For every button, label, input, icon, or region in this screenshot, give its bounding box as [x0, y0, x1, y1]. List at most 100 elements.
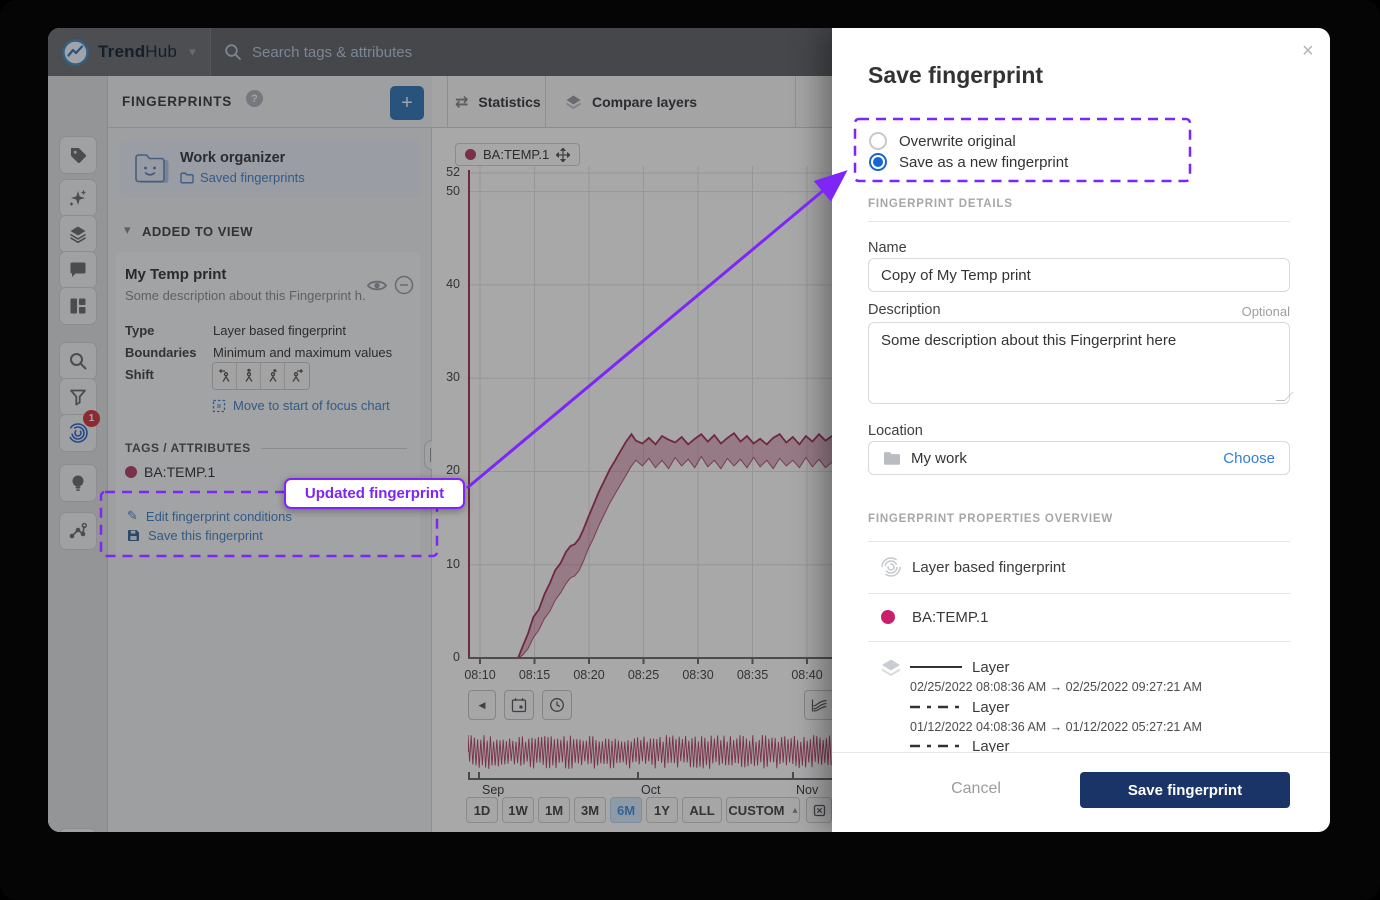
sidebar-item-context[interactable] — [59, 512, 97, 550]
fingerprint-outline-icon — [881, 557, 901, 577]
help-icon[interactable]: ? — [246, 90, 263, 107]
shift-right-button[interactable] — [285, 363, 309, 389]
layer-label: Layer — [972, 659, 1010, 676]
graph-nodes-icon — [69, 522, 87, 539]
saved-fingerprints-link[interactable]: Saved fingerprints — [180, 170, 305, 185]
annotation-tooltip: Updated fingerprint — [284, 478, 465, 509]
y-tick-label: 30 — [446, 370, 460, 385]
section-collapse-caret[interactable]: ▾ — [124, 222, 131, 237]
range-3m-button[interactable]: 3M — [574, 797, 606, 823]
tab-compare-layers[interactable]: Compare layers — [565, 76, 697, 128]
radio-overwrite-original[interactable]: Overwrite original — [869, 132, 1016, 150]
radio-checked-icon[interactable] — [869, 153, 887, 171]
chart-toolbar — [432, 76, 832, 128]
sidebar-item-insights[interactable] — [59, 464, 97, 502]
comment-icon — [70, 262, 86, 277]
timeline-axis — [468, 778, 832, 780]
folder-smiley-icon — [135, 154, 169, 183]
description-field[interactable]: Some description about this Fingerprint … — [868, 322, 1290, 404]
save-fingerprint-modal: × Save fingerprint Overwrite original Sa… — [832, 28, 1330, 832]
timeline-tick — [468, 772, 470, 780]
brand[interactable]: TrendHub ▾ — [48, 28, 210, 76]
sidebar-item-fingerprints[interactable]: 1 — [59, 410, 100, 452]
tags-attributes-header: TAGS / ATTRIBUTES — [125, 441, 407, 455]
fingerprint-title: My Temp print — [125, 266, 227, 283]
sidebar-item-dashboard[interactable] — [59, 287, 97, 325]
tag-name[interactable]: BA:TEMP.1 — [144, 464, 216, 480]
radio-save-as-new[interactable]: Save as a new fingerprint — [869, 153, 1068, 171]
time-button[interactable] — [542, 690, 572, 720]
solid-line-sample — [910, 666, 962, 668]
back-arrow-icon: ◀ — [478, 699, 486, 710]
range-6m-button[interactable]: 6M — [610, 797, 642, 823]
range-custom-button[interactable]: CUSTOM ▴ — [726, 797, 800, 823]
context-timeline[interactable]: Sep Oct Nov — [468, 772, 832, 808]
type-label: Type — [125, 323, 155, 338]
search-icon — [225, 44, 241, 60]
range-1w-button[interactable]: 1W — [502, 797, 534, 823]
timeline-tick — [792, 772, 794, 780]
app-window: TrendHub ▾ — [48, 28, 1330, 832]
timeline-month-label: Oct — [641, 783, 661, 797]
calendar-button[interactable] — [504, 690, 534, 720]
location-field[interactable]: My work Choose — [868, 441, 1290, 475]
tab-statistics[interactable]: ⇄ Statistics — [455, 94, 541, 111]
x-tick-label: 08:20 — [573, 668, 605, 682]
name-label: Name — [868, 240, 907, 256]
layers-icon — [881, 659, 901, 677]
focus-grid-icon — [212, 399, 226, 412]
step-back-button[interactable]: ◀ — [468, 690, 496, 720]
fingerprint-description: Some description about this Fingerprint … — [125, 288, 365, 303]
fingerprints-panel-header — [108, 76, 432, 128]
sidebar-item-layers[interactable] — [59, 215, 97, 253]
range-1y-button[interactable]: 1Y — [646, 797, 678, 823]
save-fingerprint-button[interactable]: Save fingerprint — [1080, 772, 1290, 808]
name-field[interactable] — [868, 258, 1290, 292]
shift-start-button[interactable] — [237, 363, 261, 389]
x-tick-label: 08:25 — [627, 668, 660, 682]
folder-icon — [884, 451, 900, 465]
sidebar-item-filter[interactable] — [59, 378, 97, 416]
range-1d-button[interactable]: 1D — [466, 797, 498, 823]
y-tick-label: 40 — [446, 276, 460, 291]
boundaries-value: Minimum and maximum values — [213, 345, 393, 360]
panel-title: FINGERPRINTS — [122, 94, 233, 109]
range-all-button[interactable]: ALL — [682, 797, 722, 823]
x-tick-label: 08:40 — [791, 668, 823, 682]
move-cross-icon[interactable] — [556, 147, 571, 162]
layer-label: Layer — [972, 699, 1010, 716]
range-1m-button[interactable]: 1M — [538, 797, 570, 823]
remove-from-view-button[interactable] — [394, 275, 414, 295]
caret-up-icon: ▴ — [792, 804, 798, 816]
y-tick-label: 52 — [446, 164, 460, 179]
visibility-toggle[interactable] — [366, 277, 388, 294]
sidebar-item-tags[interactable] — [59, 136, 97, 174]
context-strip-chart[interactable] — [468, 732, 832, 772]
timeline-tick — [637, 772, 639, 780]
work-organizer-card[interactable] — [120, 140, 420, 198]
shift-end-button[interactable] — [261, 363, 285, 389]
expand-icon — [813, 804, 825, 816]
brand-caret-icon[interactable]: ▾ — [189, 44, 196, 59]
add-fingerprint-button[interactable]: + — [390, 86, 424, 120]
footer-divider — [832, 752, 1330, 753]
choose-location-link[interactable]: Choose — [1223, 449, 1275, 467]
search-input[interactable] — [252, 43, 572, 61]
cancel-button[interactable]: Cancel — [951, 780, 1001, 797]
timeline-month-label: Nov — [796, 783, 819, 797]
expand-range-button[interactable] — [806, 797, 832, 823]
shift-left-button[interactable] — [213, 363, 237, 389]
compare-trends-button[interactable] — [804, 690, 834, 720]
radio-unchecked-icon[interactable] — [869, 132, 887, 150]
lightbulb-icon — [72, 475, 84, 491]
optional-hint: Optional — [1241, 304, 1290, 319]
move-to-start-link[interactable]: Move to start of focus chart — [212, 398, 390, 413]
layers-icon — [70, 226, 86, 244]
y-tick-label: 10 — [446, 556, 460, 571]
location-value: My work — [911, 449, 967, 467]
sidebar-item-recommendations[interactable] — [59, 179, 97, 217]
x-tick-label: 08:30 — [682, 668, 714, 682]
series-legend-chip[interactable]: BA:TEMP.1 — [455, 143, 581, 166]
tag-color-dot — [881, 610, 895, 624]
close-icon[interactable]: × — [1302, 40, 1314, 62]
